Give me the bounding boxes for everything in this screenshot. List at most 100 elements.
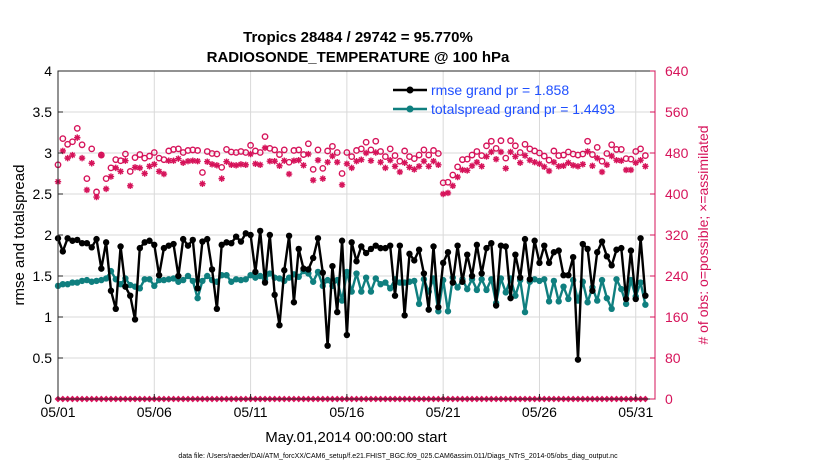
y-right-tick-label: 240 <box>665 268 689 284</box>
rmse-point <box>478 270 485 277</box>
obs-possible-point <box>641 152 649 159</box>
obs-possible-point <box>516 149 524 156</box>
totalspread-point <box>545 298 553 305</box>
obs-assimilated-point <box>502 165 509 172</box>
rmse-point <box>102 239 110 246</box>
rmse-point <box>218 241 225 249</box>
obs-assimilated-point <box>305 150 312 158</box>
rmse-point <box>83 240 91 247</box>
obs-possible-point <box>430 147 437 154</box>
obs-assimilated-point <box>136 164 144 172</box>
totalspread-point <box>314 268 322 276</box>
obs-assimilated-point <box>93 193 100 201</box>
totalspread-point <box>151 282 158 290</box>
totalspread-point <box>560 283 567 290</box>
obs-possible-point <box>319 164 327 172</box>
obs-assimilated-point <box>497 148 505 156</box>
obs-assimilated-point <box>112 164 119 172</box>
obs-possible-point <box>78 141 86 149</box>
gridlines <box>57 70 655 400</box>
obs-assimilated-point <box>488 148 495 156</box>
obs-possible-point <box>617 146 625 153</box>
obs-assimilated-point <box>622 166 630 174</box>
obs-possible-point <box>444 178 452 186</box>
rmse-point <box>502 243 509 250</box>
rmse-point <box>560 271 567 279</box>
totalspread-point <box>324 276 331 284</box>
obs-assimilated-point <box>531 159 538 166</box>
totalspread-point <box>59 281 67 288</box>
obs-assimilated-point <box>632 159 639 166</box>
x-tick-label: 05/06 <box>137 404 172 420</box>
rmse-point <box>78 240 86 247</box>
obs-assimilated-point <box>435 161 442 168</box>
y-axis-right-label: # of obs: o=possible; ×=assimilated <box>695 125 711 344</box>
x-tick-label: 05/16 <box>329 404 364 420</box>
rmse-point <box>314 235 322 242</box>
obs-possible-point <box>391 152 399 159</box>
y-right-tick-label: 480 <box>665 145 689 161</box>
rmse-point <box>107 287 115 294</box>
obs-assimilated-point <box>285 170 293 178</box>
obs-assimilated-point <box>512 153 519 160</box>
rmse-point <box>146 237 153 244</box>
totalspread-point <box>155 276 163 284</box>
totalspread-point <box>257 272 264 280</box>
obs-possible-point <box>603 150 611 157</box>
x-tick-label: 05/31 <box>618 404 653 420</box>
totalspread-point <box>69 279 76 286</box>
totalspread-point <box>194 294 201 302</box>
totalspread-point <box>565 295 572 303</box>
rmse-point <box>151 241 158 249</box>
rmse-point <box>285 232 293 240</box>
rmse-point <box>131 316 139 323</box>
totalspread-point <box>141 276 148 283</box>
obs-assimilated-point <box>295 156 302 164</box>
obs-assimilated-point <box>550 159 558 166</box>
rmse-point <box>305 266 312 273</box>
rmse-point <box>194 285 201 292</box>
obs-assimilated-point <box>492 155 500 163</box>
obs-possible-point <box>454 163 462 171</box>
totalspread-point <box>189 277 197 285</box>
rmse-point <box>488 240 495 247</box>
obs-assimilated-point <box>338 181 346 188</box>
totalspread-point <box>521 308 529 316</box>
y-axis-left-label: rmse and totalspread <box>11 165 28 306</box>
rmse-point <box>117 243 124 250</box>
obs-assimilated-point <box>247 150 254 158</box>
obs-assimilated-point <box>59 147 67 155</box>
obs-assimilated-point <box>232 162 240 169</box>
rmse-point <box>516 274 524 281</box>
obs-assimilated-point <box>98 151 105 159</box>
totalspread-point <box>622 300 630 308</box>
obs-assimilated-point <box>415 163 423 170</box>
obs-possible-point <box>584 137 591 145</box>
obs-possible-point <box>150 149 158 156</box>
rmse-point <box>242 230 249 237</box>
y-left-tick-label: 2.5 <box>33 186 53 202</box>
y-left-tick-label: 3 <box>44 145 52 161</box>
obs-assimilated-point <box>377 159 384 166</box>
rmse-point <box>367 245 375 253</box>
rmse-point <box>276 322 283 329</box>
obs-possible-point <box>560 151 567 159</box>
obs-possible-point <box>126 168 134 175</box>
rmse-point <box>98 265 105 272</box>
obs-assimilated-point <box>584 148 591 155</box>
rmse-point <box>382 244 389 252</box>
rmse-point <box>261 279 269 286</box>
rmse-point <box>257 227 264 235</box>
obs-assimilated-point <box>545 167 553 175</box>
totalspread-point <box>247 271 254 279</box>
obs-possible-point <box>536 149 543 157</box>
rmse-point <box>579 240 586 248</box>
obs-assimilated-point <box>319 175 326 182</box>
rmse-point <box>541 242 548 249</box>
obs-assimilated-point <box>569 162 577 169</box>
obs-possible-point <box>627 155 635 163</box>
rmse-point <box>179 235 187 243</box>
rmse-point <box>122 283 129 290</box>
obs-possible-point <box>73 124 81 132</box>
rmse-point <box>632 295 639 303</box>
